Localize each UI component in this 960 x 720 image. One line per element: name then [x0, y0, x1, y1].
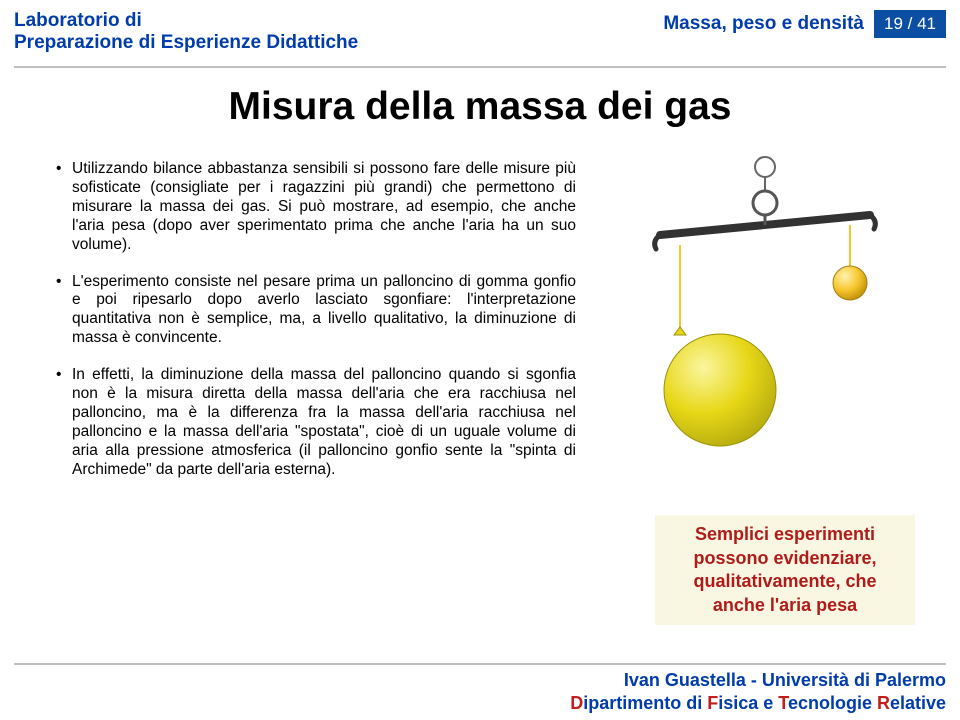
slide-title: Misura della massa dei gas: [0, 85, 960, 129]
callout-l4: anche l'aria pesa: [661, 594, 909, 617]
header-line2: Preparazione di Esperienze Didattiche: [14, 32, 358, 54]
page-indicator: 19 / 41: [874, 10, 946, 38]
bullet-1: Utilizzando bilance abbastanza sensibili…: [56, 160, 576, 255]
balance-diagram: [640, 155, 890, 485]
bullet-3: In effetti, la diminuzione della massa d…: [56, 366, 576, 479]
callout-box: Semplici esperimenti possono evidenziare…: [655, 515, 915, 625]
footer-dept: Dipartimento di Fisica e Tecnologie Rela…: [570, 692, 946, 715]
callout-l1: Semplici esperimenti: [661, 523, 909, 546]
callout-l2: possono evidenziare,: [661, 547, 909, 570]
header-subject: Massa, peso e densità: [663, 13, 864, 35]
header-line1: Laboratorio di: [14, 10, 358, 32]
footer-author: Ivan Guastella - Università di Palermo: [570, 669, 946, 692]
divider-bottom: [14, 663, 946, 665]
header-right: Massa, peso e densità 19 / 41: [663, 10, 946, 38]
body-text: Utilizzando bilance abbastanza sensibili…: [56, 160, 576, 498]
footer: Ivan Guastella - Università di Palermo D…: [570, 669, 946, 714]
bullet-2: L'esperimento consiste nel pesare prima …: [56, 273, 576, 349]
callout-l3: qualitativamente, che: [661, 570, 909, 593]
divider-top: [14, 66, 946, 68]
header-left: Laboratorio di Preparazione di Esperienz…: [14, 10, 358, 54]
